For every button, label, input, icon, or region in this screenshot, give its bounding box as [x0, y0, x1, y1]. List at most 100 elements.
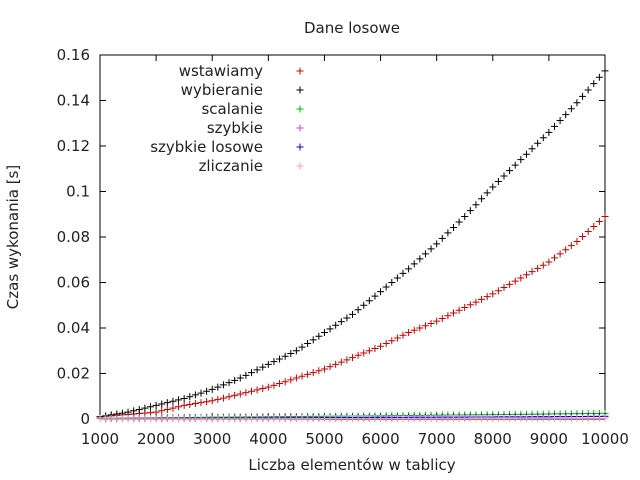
- data-point: [584, 86, 592, 94]
- data-point: [253, 366, 261, 374]
- data-point: [472, 201, 480, 209]
- data-point: [522, 150, 530, 158]
- data-point: [511, 161, 519, 169]
- legend: wstawiamywybieraniescalanieszybkieszybki…: [150, 62, 304, 175]
- data-point: [528, 145, 536, 153]
- data-point: [326, 325, 334, 333]
- data-point: [522, 271, 530, 279]
- data-point: [371, 344, 379, 352]
- data-point: [556, 117, 564, 125]
- data-point: [461, 304, 469, 312]
- data-point: [595, 218, 603, 226]
- legend-marker: [296, 162, 304, 170]
- data-point: [438, 234, 446, 242]
- x-tick-label: 7000: [418, 430, 456, 448]
- data-point: [292, 374, 300, 382]
- x-tick-label: 9000: [530, 430, 568, 448]
- data-point: [416, 324, 424, 332]
- series-zliczanie: [96, 414, 609, 423]
- data-point: [309, 369, 317, 377]
- y-axis: 0 0.02 0.04 0.06 0.08 0.1 0.12 0.14 0.16: [57, 46, 605, 428]
- data-point: [309, 336, 317, 344]
- x-axis-label: Liczba elementów w tablicy: [248, 456, 455, 474]
- legend-marker: [296, 67, 304, 75]
- data-point: [551, 254, 558, 262]
- data-point: [169, 397, 177, 405]
- data-point: [539, 261, 547, 269]
- y-tick-label: 0.1: [66, 183, 90, 201]
- data-point: [393, 274, 401, 282]
- data-point: [349, 354, 356, 362]
- data-point: [365, 297, 373, 305]
- data-point: [601, 414, 609, 422]
- data-point: [135, 405, 143, 413]
- y-tick-label: 0.02: [57, 365, 90, 383]
- data-point: [590, 223, 598, 231]
- data-point: [371, 292, 379, 300]
- data-point: [197, 389, 205, 397]
- data-point: [214, 383, 222, 391]
- x-axis: 1000 2000 3000 4000 5000 6000 7000 8000 9000 1000…: [81, 55, 629, 448]
- data-point: [562, 111, 570, 119]
- x-tick-label: 3000: [193, 430, 231, 448]
- data-point: [197, 399, 205, 407]
- data-point: [421, 250, 429, 258]
- data-point: [551, 122, 558, 130]
- data-point: [354, 306, 362, 314]
- data-point: [438, 314, 446, 322]
- data-point: [248, 387, 255, 395]
- data-point: [354, 351, 362, 359]
- data-point: [382, 339, 390, 347]
- data-point: [450, 223, 457, 231]
- data-point: [203, 387, 211, 395]
- data-point: [203, 398, 211, 406]
- x-tick-label: 10000: [581, 430, 629, 448]
- data-point: [567, 242, 575, 250]
- data-point: [281, 352, 289, 360]
- y-tick-label: 0.12: [57, 137, 90, 155]
- data-point: [511, 277, 519, 285]
- data-point: [590, 80, 598, 88]
- data-point: [225, 393, 233, 401]
- data-point: [494, 177, 502, 185]
- data-point: [186, 393, 194, 401]
- data-point: [158, 400, 166, 408]
- data-point: [466, 301, 474, 309]
- data-point: [264, 360, 272, 368]
- data-point: [500, 172, 508, 180]
- data-point: [208, 385, 216, 393]
- data-point: [236, 374, 244, 382]
- data-point: [320, 329, 328, 337]
- data-point: [573, 99, 581, 107]
- x-tick-label: 5000: [305, 430, 343, 448]
- data-point: [528, 268, 536, 276]
- legend-label: zliczanie: [199, 157, 263, 175]
- x-tick-label: 1000: [81, 430, 119, 448]
- data-point: [472, 298, 480, 306]
- legend-label: wybieranie: [181, 81, 263, 99]
- x-tick-label: 2000: [137, 430, 175, 448]
- data-point: [483, 189, 491, 197]
- data-point: [180, 401, 188, 409]
- data-point: [163, 405, 171, 413]
- data-point: [483, 293, 491, 301]
- data-point: [545, 128, 553, 136]
- data-point: [360, 349, 368, 357]
- data-point: [163, 399, 171, 407]
- data-point: [405, 265, 413, 273]
- data-point: [433, 317, 441, 325]
- data-point: [130, 407, 138, 415]
- data-point: [399, 331, 407, 339]
- data-point: [478, 295, 486, 303]
- data-point: [427, 245, 435, 253]
- data-point: [517, 274, 525, 282]
- legend-label: scalanie: [201, 100, 263, 118]
- data-point: [276, 380, 284, 388]
- data-point: [298, 372, 306, 380]
- legend-marker: [296, 143, 304, 151]
- data-point: [147, 403, 154, 411]
- data-point: [556, 250, 564, 258]
- series-wstawiamy: [96, 213, 609, 421]
- data-point: [343, 356, 351, 364]
